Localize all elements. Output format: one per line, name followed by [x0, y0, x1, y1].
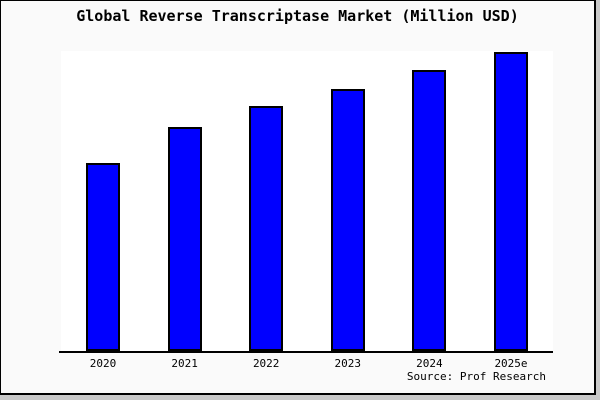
x-tick-2023: 2023 — [334, 357, 362, 370]
plot-area: 2020 2021 2022 2023 2024 2025e — [59, 51, 553, 370]
bar-2020 — [86, 163, 120, 351]
source-caption: Source: Prof Research — [406, 370, 546, 383]
chart-title: Global Reverse Transcriptase Market (Mil… — [76, 7, 519, 25]
x-tick-2022: 2022 — [252, 357, 280, 370]
bar-2021 — [167, 127, 202, 351]
bar-2025e — [494, 52, 528, 351]
x-tick-2024: 2024 — [416, 357, 443, 370]
x-axis-line — [59, 351, 553, 353]
x-tick-2025e: 2025e — [494, 357, 528, 370]
bar-2022 — [249, 106, 284, 351]
x-tick-2021: 2021 — [171, 357, 198, 370]
bar-2023 — [330, 89, 365, 351]
x-tick-2020: 2020 — [89, 357, 117, 370]
bar-2024 — [412, 70, 447, 351]
